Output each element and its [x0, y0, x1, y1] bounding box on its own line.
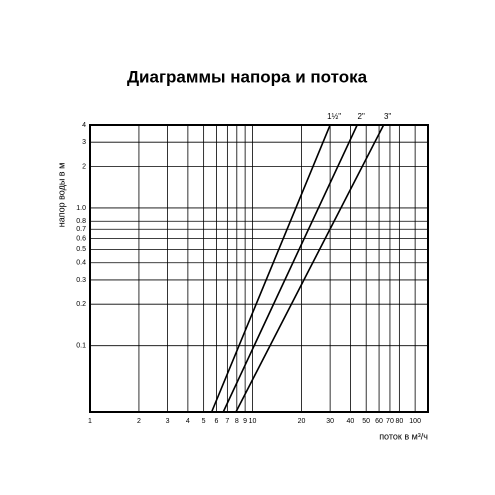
- plot-frame: [89, 124, 429, 413]
- x-tick-label: 6: [215, 418, 219, 425]
- y-tick-label: 0.7: [76, 226, 86, 233]
- series-line: [210, 124, 331, 413]
- x-tick-label: 70: [386, 418, 394, 425]
- y-axis-label: напор воды в м: [56, 163, 66, 228]
- x-tick-label: 100: [409, 418, 421, 425]
- x-tick-label: 30: [326, 418, 334, 425]
- legend-label: 2": [358, 112, 365, 121]
- y-tick-label: 3: [82, 139, 86, 146]
- y-tick-label: 4: [82, 122, 86, 129]
- x-axis-label: поток в м³/ч: [379, 431, 428, 441]
- x-tick-label: 9: [243, 418, 247, 425]
- y-tick-label: 0.4: [76, 260, 86, 267]
- x-tick-label: 60: [375, 418, 383, 425]
- series-line: [222, 124, 358, 413]
- y-tick-label: 0.2: [76, 301, 86, 308]
- y-tick-label: 0.6: [76, 235, 86, 242]
- x-tick-label: 2: [137, 418, 141, 425]
- series-line: [235, 124, 385, 413]
- x-tick-label: 80: [395, 418, 403, 425]
- x-tick-label: 5: [202, 418, 206, 425]
- x-tick-label: 8: [235, 418, 239, 425]
- x-tick-label: 20: [298, 418, 306, 425]
- y-tick-label: 1.0: [76, 205, 86, 212]
- legend-label: 3": [384, 112, 391, 121]
- x-tick-label: 1: [88, 418, 92, 425]
- y-tick-label: 0.5: [76, 246, 86, 253]
- y-tick-label: 2: [82, 163, 86, 170]
- y-tick-label: 0.3: [76, 277, 86, 284]
- y-tick-label: 0.1: [76, 343, 86, 350]
- chart-title: Диаграммы напора и потока: [127, 67, 368, 86]
- x-tick-label: 3: [166, 418, 170, 425]
- legend-label: 1½": [327, 112, 341, 121]
- x-tick-label: 4: [186, 418, 190, 425]
- y-tick-label: 0.8: [76, 218, 86, 225]
- x-tick-label: 50: [362, 418, 370, 425]
- x-tick-label: 10: [249, 418, 257, 425]
- x-tick-label: 40: [347, 418, 355, 425]
- x-tick-label: 7: [225, 418, 229, 425]
